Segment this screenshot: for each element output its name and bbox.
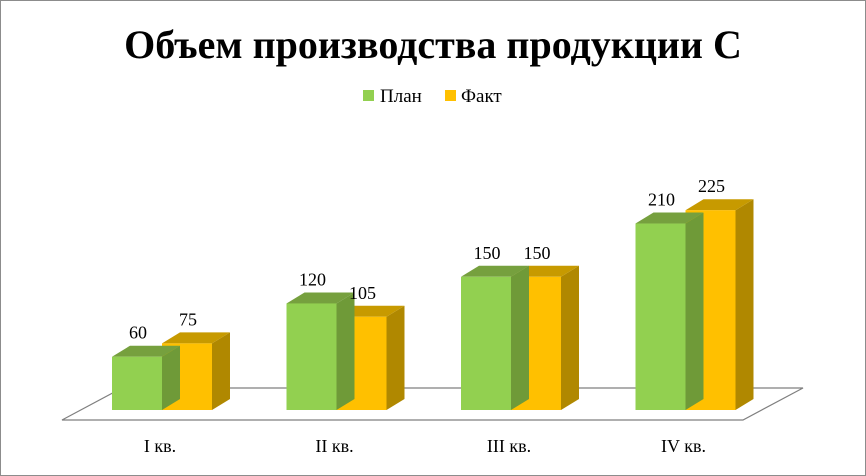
- bar-side: [735, 199, 754, 410]
- bar-side: [162, 345, 180, 410]
- legend-swatch-plan: [363, 90, 374, 101]
- data-label-plan-2: 120: [299, 269, 326, 289]
- bar-top: [286, 292, 355, 304]
- category-label-4: IV кв.: [661, 436, 706, 456]
- legend: План Факт: [363, 86, 502, 107]
- data-label-fact-4: 225: [698, 176, 725, 196]
- data-label-plan-3: 150: [474, 243, 501, 263]
- data-label-fact-3: 150: [524, 243, 551, 263]
- bar-front: [461, 276, 511, 410]
- data-label-fact-2: 105: [349, 283, 376, 303]
- bar-side: [386, 305, 405, 410]
- bars-layer: [112, 199, 754, 410]
- bar-top: [461, 265, 529, 277]
- category-label-1: I кв.: [144, 436, 176, 456]
- bar-plan-2: [286, 292, 355, 410]
- bar-side: [685, 212, 704, 410]
- bar-top: [112, 345, 180, 357]
- legend-label-fact: Факт: [461, 86, 502, 107]
- legend-swatch-fact: [445, 90, 456, 101]
- bar-top: [685, 199, 754, 211]
- bar-front: [635, 223, 686, 410]
- bar-plan-4: [635, 212, 704, 410]
- category-label-2: II кв.: [315, 436, 353, 456]
- legend-label-plan: План: [380, 86, 422, 107]
- category-label-3: III кв.: [487, 436, 531, 456]
- data-label-fact-1: 75: [179, 309, 197, 329]
- bar-plan-3: [461, 265, 529, 410]
- bar-top: [162, 332, 230, 344]
- bar-side: [212, 332, 230, 410]
- bar-side: [561, 265, 579, 410]
- data-label-plan-4: 210: [648, 190, 675, 210]
- chart-floor: [61, 387, 804, 421]
- bar-front: [286, 303, 337, 410]
- data-label-plan-1: 60: [129, 323, 147, 343]
- bar-top: [635, 212, 704, 224]
- category-axis: I кв. II кв. III кв. IV кв.: [144, 436, 706, 456]
- data-labels: 75 60 105 120 150 150 225 210: [129, 176, 725, 343]
- bar-side: [336, 292, 355, 410]
- chart-title: Объем производства продукции С: [124, 22, 742, 67]
- bar-plan-1: [112, 345, 180, 410]
- bar-side: [511, 265, 529, 410]
- bar-front: [112, 356, 162, 410]
